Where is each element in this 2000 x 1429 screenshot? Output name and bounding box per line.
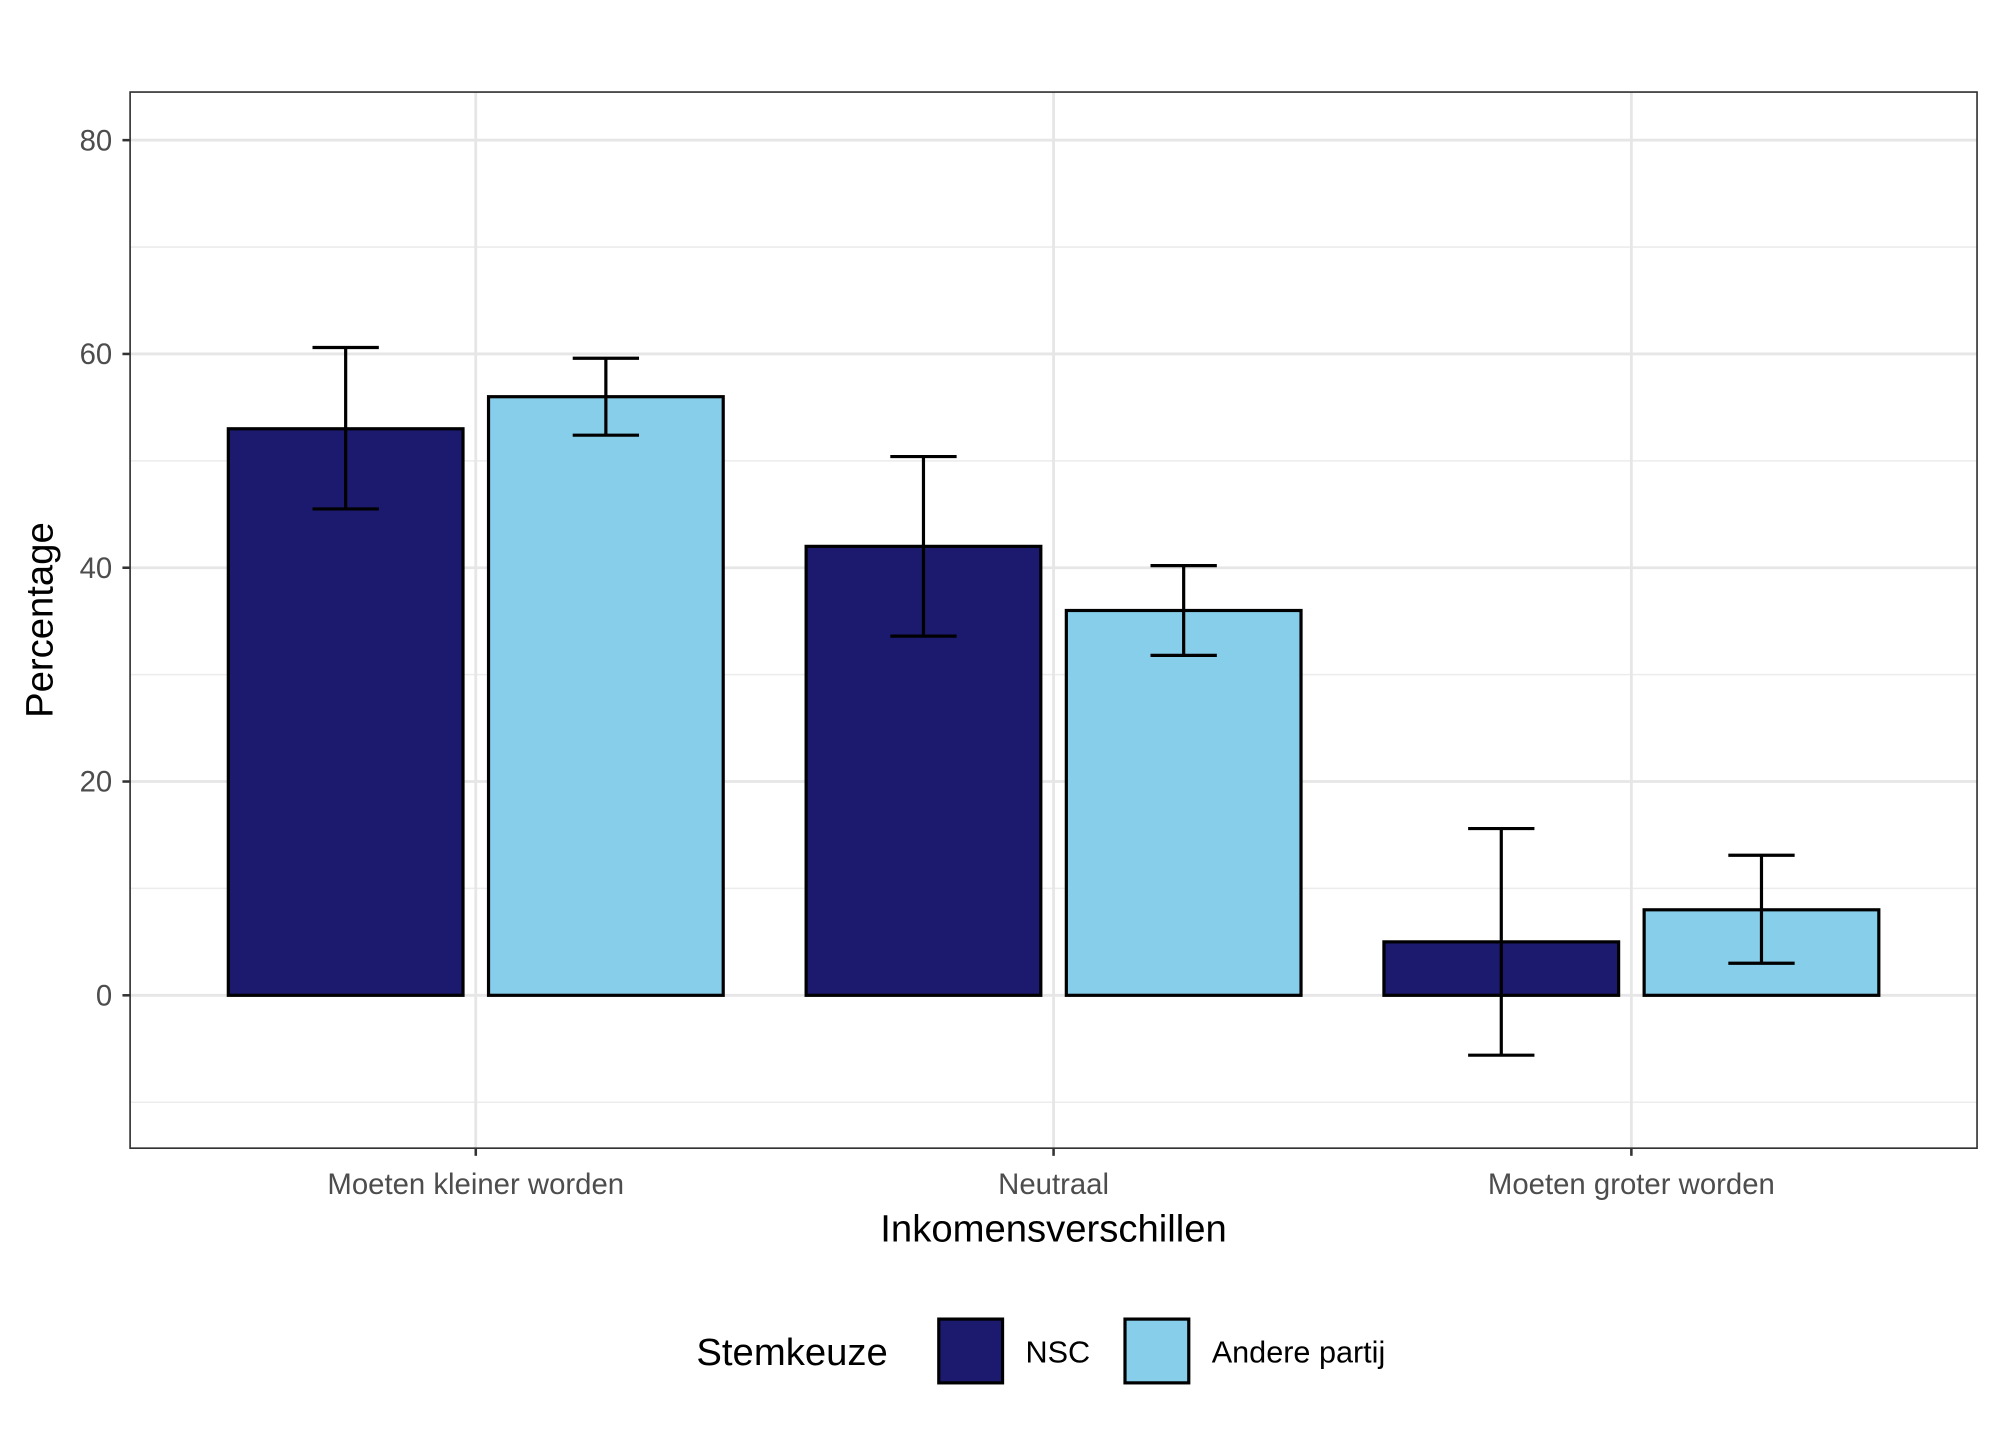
y-tick-label: 80 xyxy=(80,124,113,157)
legend: Stemkeuze NSC Andere partij xyxy=(696,1317,1386,1385)
bar-nsc xyxy=(226,427,465,997)
y-tick-label: 60 xyxy=(80,338,113,371)
bar-andere-partij xyxy=(486,395,725,997)
axes: 0 20 40 60 80 Moeten kleiner worden Neutraal Mo… xyxy=(80,124,1775,1201)
legend-key-andere-partij xyxy=(1123,1317,1191,1385)
legend-label: Andere partij xyxy=(1212,1335,1386,1369)
y-tick-label: 0 xyxy=(96,980,112,1013)
bar-andere-partij xyxy=(1064,608,1303,997)
x-tick-label: Moeten groter worden xyxy=(1488,1168,1775,1201)
y-tick-label: 40 xyxy=(80,552,113,585)
x-tick-label: Neutraal xyxy=(998,1168,1109,1201)
legend-key-nsc xyxy=(937,1317,1005,1385)
x-axis-title: Inkomensverschillen xyxy=(880,1207,1227,1250)
y-axis-title: Percentage xyxy=(18,522,61,718)
x-tick-label: Moeten kleiner worden xyxy=(327,1168,624,1201)
y-tick-label: 20 xyxy=(80,766,113,799)
legend-label: NSC xyxy=(1026,1335,1091,1369)
bars xyxy=(226,345,1881,1057)
legend-title: Stemkeuze xyxy=(696,1331,887,1374)
